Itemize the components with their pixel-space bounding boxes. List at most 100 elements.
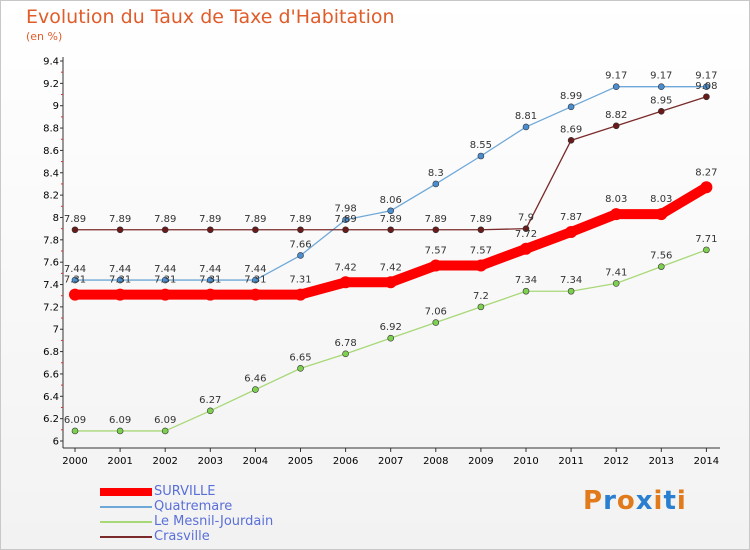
data-point-quatremare	[116, 276, 124, 284]
data-label-le-mesnil-jourdain: 6.09	[154, 415, 176, 426]
data-point-le-mesnil-jourdain	[161, 427, 169, 435]
data-label-quatremare: 7.44	[199, 264, 221, 275]
data-label-surville: 7.42	[334, 262, 356, 273]
data-label-le-mesnil-jourdain: 7.34	[560, 275, 582, 286]
data-label-surville: 7.31	[244, 275, 266, 286]
data-label-surville: 7.42	[380, 262, 402, 273]
y-tick-label: 7.2	[43, 302, 59, 313]
data-point-surville	[384, 276, 397, 289]
data-label-crasville: 7.89	[425, 214, 447, 225]
data-label-surville: 8.03	[650, 194, 672, 205]
data-label-le-mesnil-jourdain: 7.2	[473, 291, 489, 302]
data-point-surville	[294, 288, 307, 301]
x-tick-label: 2012	[603, 456, 628, 467]
y-tick-label: 6.4	[43, 392, 59, 403]
data-point-crasville	[522, 225, 530, 232]
y-tick-label: 6.2	[43, 414, 59, 425]
data-label-quatremare: 8.99	[560, 91, 582, 102]
legend-swatch-crasville	[100, 536, 152, 538]
data-point-le-mesnil-jourdain	[612, 280, 620, 287]
data-label-quatremare: 8.3	[428, 168, 444, 179]
y-tick-label: 7.8	[43, 235, 59, 246]
data-label-le-mesnil-jourdain: 6.09	[109, 415, 131, 426]
data-point-crasville	[71, 226, 79, 234]
legend-item-le-mesnil-jourdain[interactable]: Le Mesnil-Jourdain	[100, 514, 360, 529]
data-point-surville	[339, 276, 352, 289]
data-point-quatremare	[252, 276, 259, 284]
data-label-crasville: 7.89	[109, 214, 131, 225]
data-label-le-mesnil-jourdain: 7.41	[605, 267, 627, 278]
data-label-surville: 7.31	[64, 275, 86, 286]
y-tick-label: 9	[53, 101, 59, 112]
data-label-le-mesnil-jourdain: 6.78	[334, 338, 356, 349]
data-label-le-mesnil-jourdain: 7.71	[695, 234, 717, 245]
data-point-le-mesnil-jourdain	[703, 246, 710, 254]
proxiti-logo: Proxiti	[583, 486, 687, 516]
data-label-quatremare: 7.44	[64, 264, 86, 275]
data-label-le-mesnil-jourdain: 6.46	[244, 374, 266, 385]
data-label-le-mesnil-jourdain: 6.09	[64, 415, 86, 426]
data-label-crasville: 7.89	[199, 214, 221, 225]
data-point-crasville	[252, 226, 259, 234]
data-point-le-mesnil-jourdain	[432, 319, 440, 326]
data-label-le-mesnil-jourdain: 7.06	[425, 307, 447, 318]
data-point-surville	[700, 181, 713, 194]
data-label-surville: 7.31	[289, 275, 311, 286]
data-point-quatremare	[477, 152, 485, 160]
y-tick-label: 8.4	[43, 168, 59, 179]
x-tick-label: 2000	[62, 456, 87, 467]
data-label-surville: 7.57	[470, 246, 492, 257]
data-point-le-mesnil-jourdain	[116, 427, 124, 435]
data-point-le-mesnil-jourdain	[522, 287, 530, 295]
data-label-crasville: 9.08	[695, 81, 717, 92]
data-label-crasville: 7.89	[244, 214, 266, 225]
x-tick-label: 2004	[243, 456, 268, 467]
data-label-quatremare: 7.66	[289, 239, 311, 250]
data-label-quatremare: 8.06	[380, 195, 402, 206]
data-point-crasville	[477, 226, 485, 234]
data-label-le-mesnil-jourdain: 6.27	[199, 395, 221, 406]
data-point-crasville	[161, 226, 169, 234]
data-point-surville	[474, 259, 487, 272]
x-tick-label: 2009	[468, 456, 493, 467]
x-tick-label: 2013	[649, 456, 674, 467]
data-point-crasville	[432, 226, 440, 234]
data-label-quatremare: 9.17	[695, 71, 717, 82]
y-tick-label: 8.2	[43, 191, 59, 202]
chart-unit-label: (en %)	[26, 30, 63, 43]
data-label-surville: 8.03	[605, 194, 627, 205]
legend-item-quatremare[interactable]: Quatremare	[100, 499, 360, 514]
data-point-crasville	[297, 226, 304, 234]
data-point-crasville	[703, 93, 710, 101]
data-point-crasville	[116, 226, 124, 234]
data-label-crasville: 7.89	[334, 214, 356, 225]
data-point-surville	[520, 242, 532, 255]
x-tick-label: 2001	[107, 456, 132, 467]
chart-title: Evolution du Taux de Taxe d'Habitation	[26, 6, 395, 28]
data-label-crasville: 8.95	[650, 95, 672, 106]
data-point-surville	[655, 208, 668, 221]
data-label-le-mesnil-jourdain: 7.56	[650, 251, 672, 262]
data-point-quatremare	[71, 276, 79, 284]
data-point-surville	[565, 226, 578, 238]
y-tick-label: 7	[53, 325, 59, 336]
data-label-crasville: 7.89	[64, 214, 86, 225]
legend-swatch-quatremare	[100, 506, 152, 508]
x-tick-label: 2008	[423, 456, 448, 467]
legend-label-crasville: Crasville	[154, 529, 210, 544]
data-point-crasville	[567, 137, 575, 144]
y-tick-label: 6	[53, 437, 59, 448]
data-label-quatremare: 8.55	[470, 140, 492, 151]
y-tick-label: 7.6	[43, 258, 59, 269]
data-label-surville: 7.31	[199, 275, 221, 286]
data-point-crasville	[342, 226, 349, 234]
data-point-quatremare	[161, 276, 169, 284]
data-point-quatremare	[703, 83, 710, 91]
data-label-le-mesnil-jourdain: 6.92	[380, 322, 402, 333]
legend-item-crasville[interactable]: Crasville	[100, 529, 360, 544]
data-point-surville	[114, 288, 127, 301]
data-label-quatremare: 7.44	[154, 264, 176, 275]
legend-item-surville[interactable]: SURVILLE	[100, 484, 360, 499]
data-label-surville: 7.57	[425, 246, 447, 257]
data-label-quatremare: 7.44	[109, 264, 131, 275]
